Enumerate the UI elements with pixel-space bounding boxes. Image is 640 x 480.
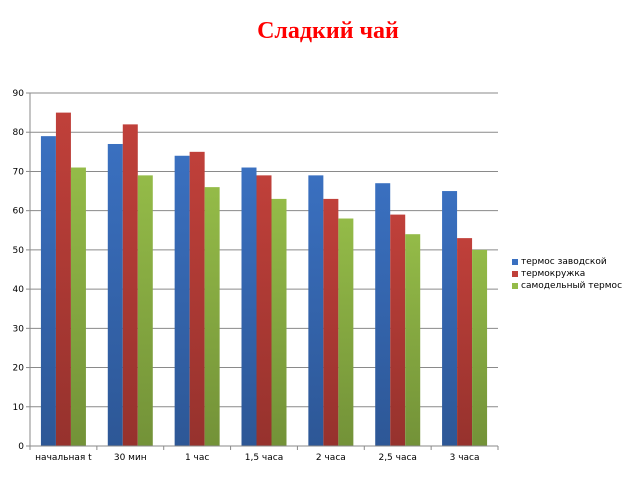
legend-label-series-2: самодельный термос [521,281,623,291]
legend-swatch-series-2 [512,283,518,289]
y-tick-label: 80 [13,128,25,138]
x-tick-label: 1,5 часа [245,453,283,463]
legend-item-series-0: термос заводской [512,256,622,268]
bar-1-2 [189,151,205,447]
x-tick-label: 30 мин [114,453,147,463]
bar-2-6 [472,249,488,446]
bar-2-5 [405,234,421,446]
bar-1-3 [256,175,272,446]
bar-2-3 [271,198,287,446]
bar-1-1 [122,124,138,446]
y-tick-label: 90 [13,89,25,99]
bar-0-4 [308,175,324,446]
legend-swatch-series-1 [512,271,518,277]
legend-label-series-0: термос заводской [521,257,607,267]
x-tick-label: 2,5 часа [378,453,416,463]
bar-0-2 [174,155,190,446]
y-tick-label: 50 [13,246,25,256]
y-tick-label: 10 [13,403,25,413]
bar-2-4 [338,218,354,446]
y-tick-label: 70 [13,167,25,177]
legend-swatch-series-0 [512,259,518,265]
legend-label-series-1: термокружка [521,269,586,279]
chart-title: Сладкий чай [257,18,399,44]
axes: 0 10 20 30 40 50 60 70 80 90 начальная t 30 мин 1 ча… [13,89,499,463]
bar-1-5 [390,214,406,446]
bars [40,112,488,447]
legend: термос заводской термокружка самодельный… [512,256,622,292]
y-tick-label: 30 [13,324,25,334]
bar-0-3 [241,167,257,446]
bar-0-6 [442,191,458,446]
bar-1-0 [55,112,71,446]
bar-0-5 [375,183,391,446]
bar-2-2 [204,187,220,446]
legend-item-series-1: термокружка [512,268,622,280]
legend-item-series-2: самодельный термос [512,280,622,292]
y-tick-label: 60 [13,207,25,217]
bar-2-0 [70,167,86,446]
bar-1-6 [457,238,473,446]
y-tick-label: 0 [18,442,24,452]
bar-0-1 [107,143,123,446]
x-tick-label: 3 часа [450,453,480,463]
bar-2-1 [137,175,153,446]
bar-0-0 [40,136,56,446]
y-tick-label: 20 [13,364,25,374]
x-tick-label: начальная t [35,453,92,463]
y-tick-label: 40 [13,285,25,295]
x-tick-label: 1 час [185,453,209,463]
bar-1-4 [323,198,339,446]
x-tick-label: 2 часа [316,453,346,463]
